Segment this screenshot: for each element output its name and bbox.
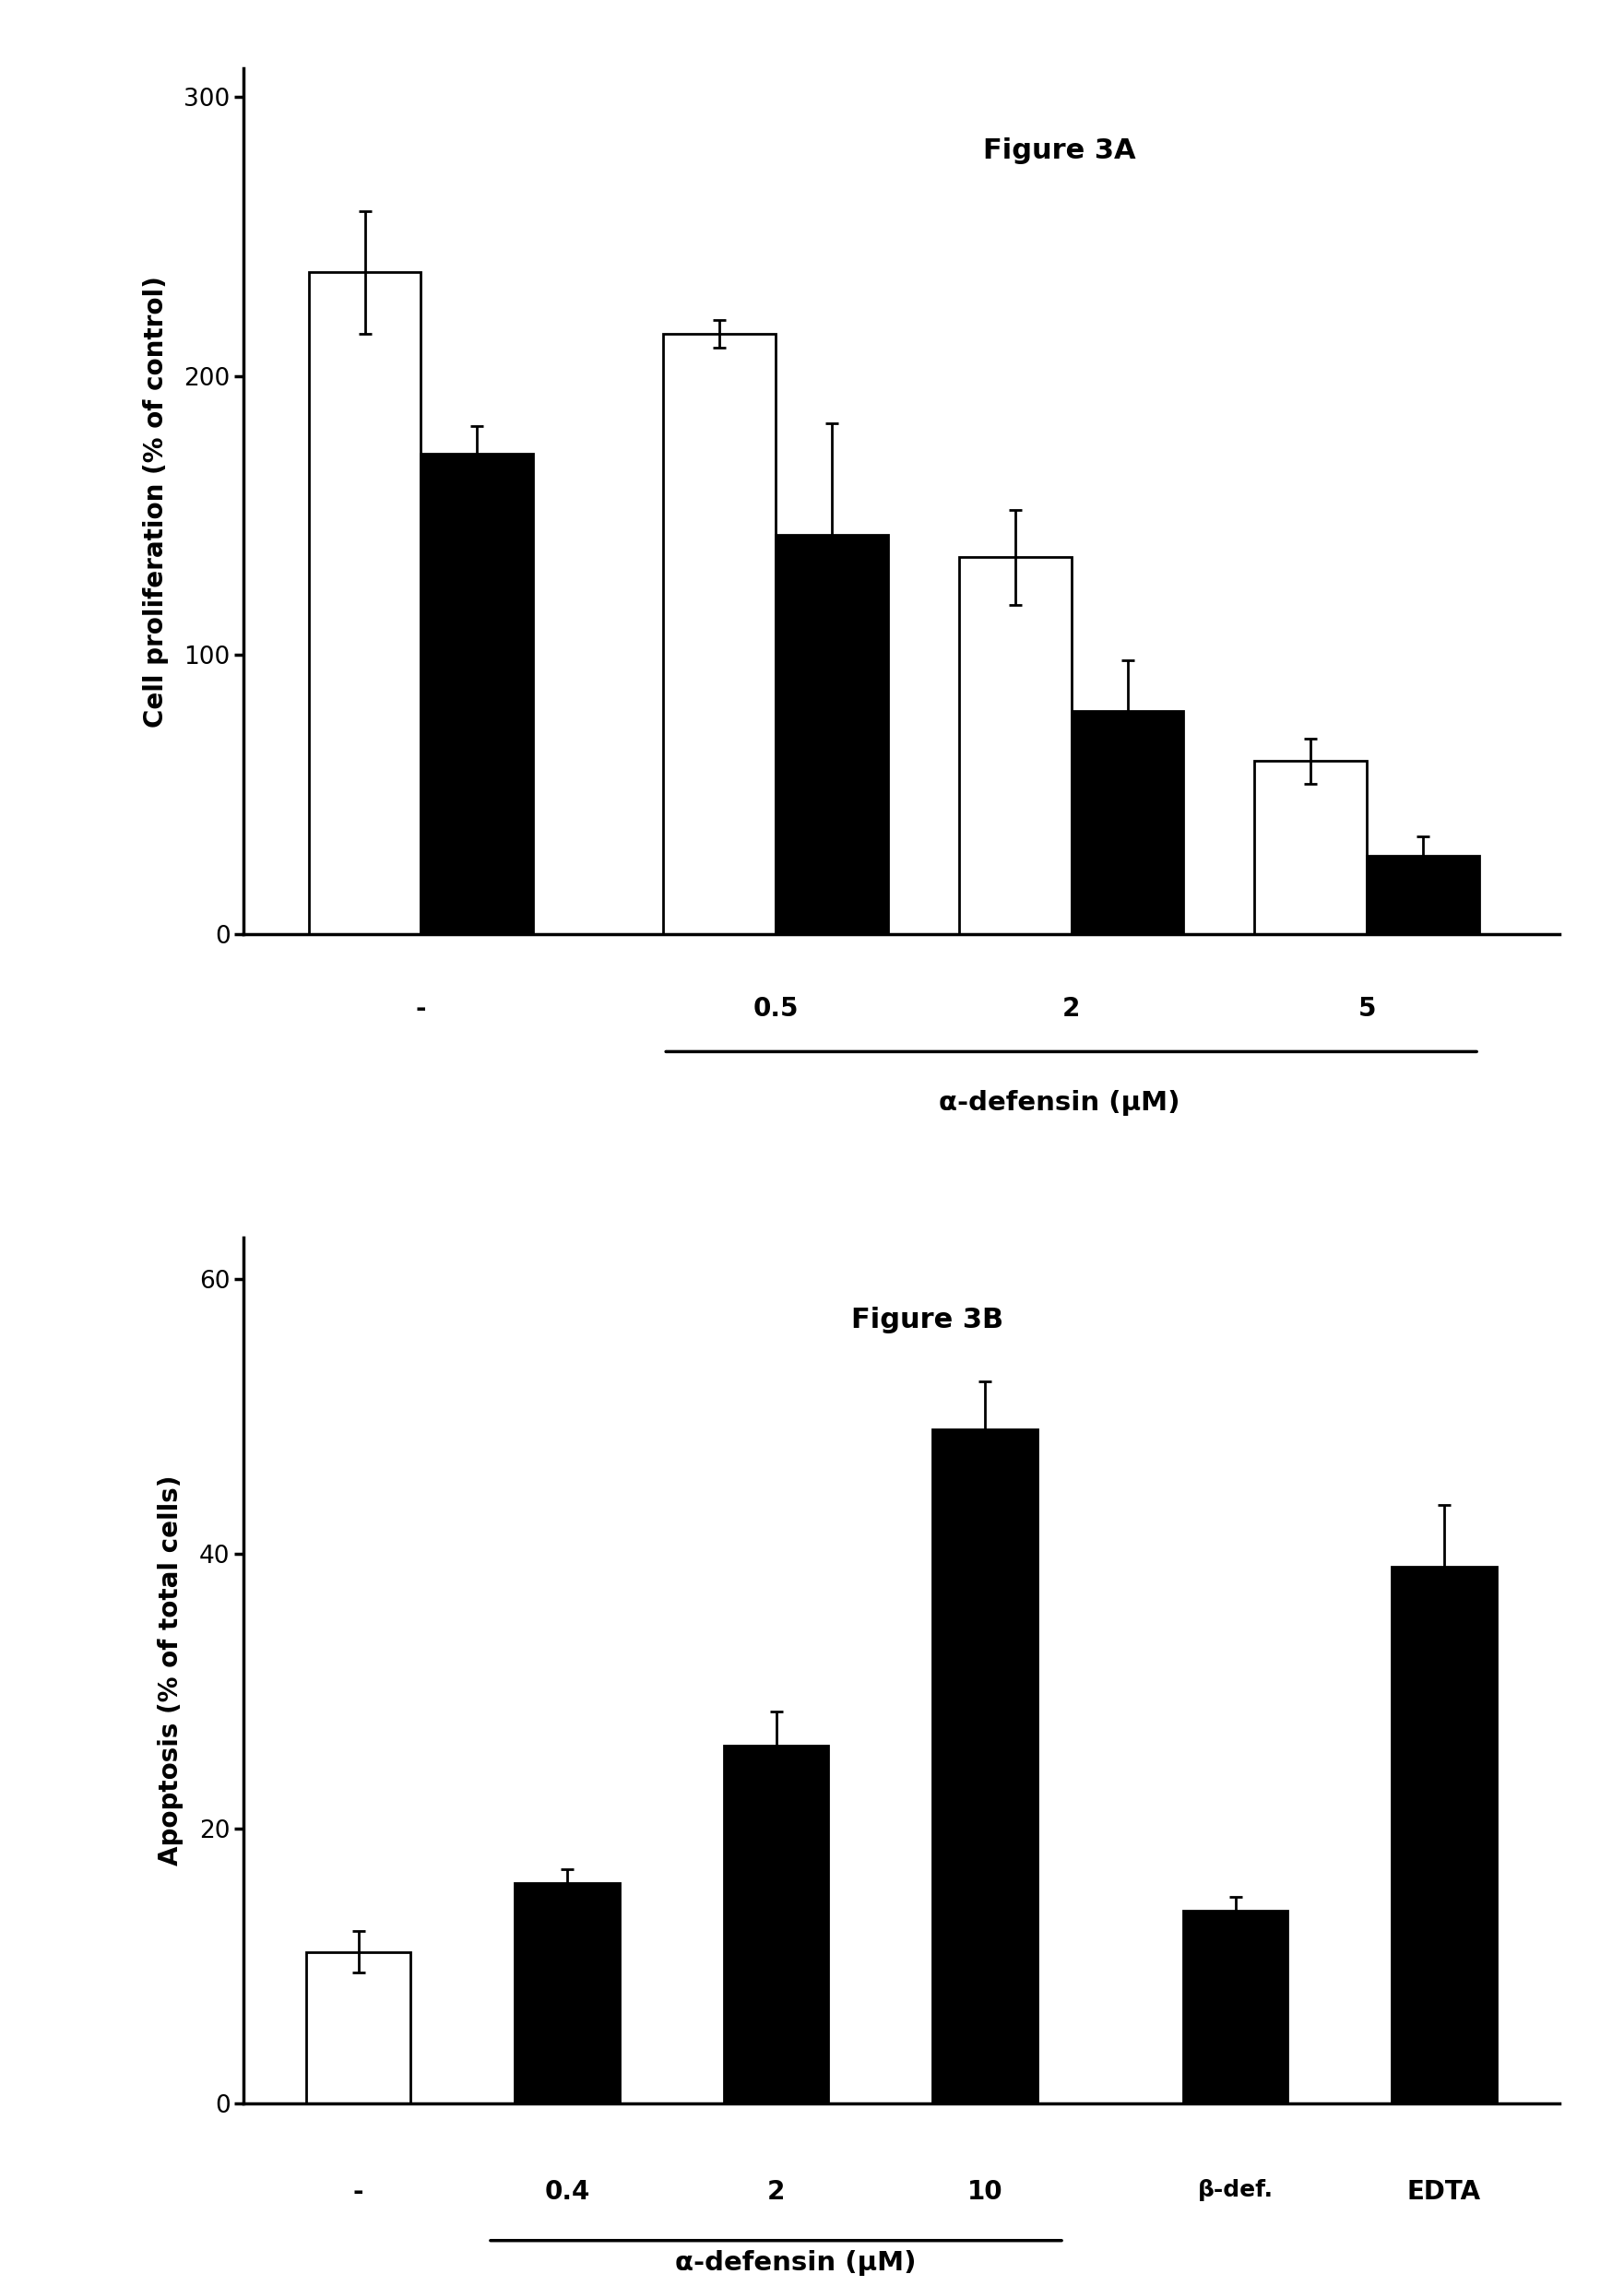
Bar [307,1952,411,2103]
Text: α-defensin (μM): α-defensin (μM) [939,1090,1179,1116]
Text: -: - [416,997,425,1022]
Text: Figure 3B: Figure 3B [851,1308,1004,1333]
Bar [663,334,776,935]
Text: 2: 2 [767,2179,784,2204]
Text: -: - [352,2179,364,2204]
Y-axis label: Cell proliferation (% of control): Cell proliferation (% of control) [143,277,169,727]
Bar [1072,711,1184,935]
Text: EDTA: EDTA [1408,2179,1481,2204]
Text: 5: 5 [1358,997,1376,1022]
Bar [309,272,421,935]
Bar [1184,1911,1288,2103]
Bar [515,1884,619,2103]
Text: β-def.: β-def. [1197,2179,1273,2201]
Bar [776,535,888,935]
Text: 2: 2 [1062,997,1080,1022]
Bar [1255,761,1367,935]
Text: 10: 10 [966,2179,1002,2204]
Bar [932,1429,1038,2103]
Text: 0.5: 0.5 [754,997,799,1022]
Bar [1392,1568,1496,2103]
Bar [1367,857,1479,935]
Text: 0.4: 0.4 [544,2179,590,2204]
Y-axis label: Apoptosis (% of total cells): Apoptosis (% of total cells) [158,1474,184,1865]
Text: Figure 3A: Figure 3A [983,137,1135,165]
Text: α-defensin (μM): α-defensin (μM) [676,2249,916,2277]
Bar [724,1747,828,2103]
Bar [958,558,1072,935]
Bar [421,455,533,935]
